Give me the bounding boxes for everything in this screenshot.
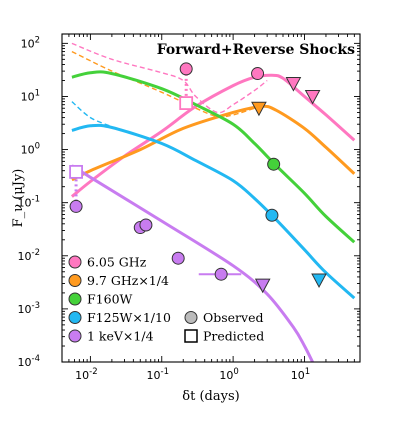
plot-area	[70, 42, 356, 362]
model-curve	[71, 70, 356, 244]
observed-point	[214, 267, 228, 281]
legend-marker	[68, 292, 82, 306]
legend-marker	[68, 311, 82, 324]
legend-predicted-label: Predicted	[203, 329, 264, 344]
model-curve	[71, 164, 314, 362]
observed-point	[69, 199, 83, 213]
upper-limit-point	[285, 77, 302, 92]
legend-label: 1 keV×1/4	[87, 329, 154, 344]
legend-predicted-marker	[184, 329, 198, 343]
x-tick-label: 100	[219, 367, 238, 382]
upper-limit-point	[251, 101, 267, 117]
legend-observed-marker	[184, 311, 198, 324]
x-tick-label: 101	[291, 367, 310, 382]
observed-point	[265, 208, 279, 222]
model-curve	[71, 123, 356, 300]
y-tick-label: 101	[21, 88, 40, 103]
observed-point	[139, 218, 153, 232]
data-markers	[68, 62, 327, 343]
plot-frame	[61, 33, 361, 363]
upper-limit-point	[311, 273, 327, 289]
observed-point	[251, 67, 265, 81]
model-curve	[71, 104, 356, 182]
y-tick-label: 10-4	[18, 354, 40, 369]
legend-marker	[68, 255, 82, 269]
legend-marker	[68, 329, 82, 343]
legend-label: 9.7 GHz×1/4	[87, 273, 169, 288]
observed-point	[267, 157, 281, 171]
upper-limit-point	[254, 278, 271, 294]
y-tick-label: 100	[21, 142, 40, 157]
observed-point	[171, 251, 185, 265]
legend-label: 6.05 GHz	[87, 255, 147, 270]
reverse-shock-curve	[71, 50, 255, 118]
chart-title: Forward+Reverse Shocks	[157, 42, 355, 58]
y-tick-label: 10-2	[18, 248, 40, 263]
upper-limit-point	[304, 89, 321, 105]
observed-point	[179, 62, 193, 76]
legend-marker	[68, 274, 82, 287]
x-axis-label: δt (days)	[182, 389, 239, 404]
reverse-shock-curve	[71, 101, 113, 128]
legend-label: F160W	[87, 292, 133, 307]
legend-observed-label: Observed	[203, 310, 264, 325]
x-tick-label: 10-2	[75, 367, 97, 382]
predicted-point	[69, 164, 83, 179]
legend-label: F125W×1/10	[87, 310, 171, 325]
y-tick-label: 10-3	[18, 301, 40, 316]
x-tick-label: 10-1	[147, 367, 169, 382]
y-axis-label: F_ν (μJy)	[11, 169, 26, 228]
legend: 6.05 GHz 9.7 GHz×1/4 F160W F125W×1/10 1 keV×…	[87, 255, 264, 344]
predicted-point	[179, 96, 194, 110]
reverse-shock-curve	[71, 42, 268, 114]
y-tick-label: 102	[21, 35, 40, 50]
